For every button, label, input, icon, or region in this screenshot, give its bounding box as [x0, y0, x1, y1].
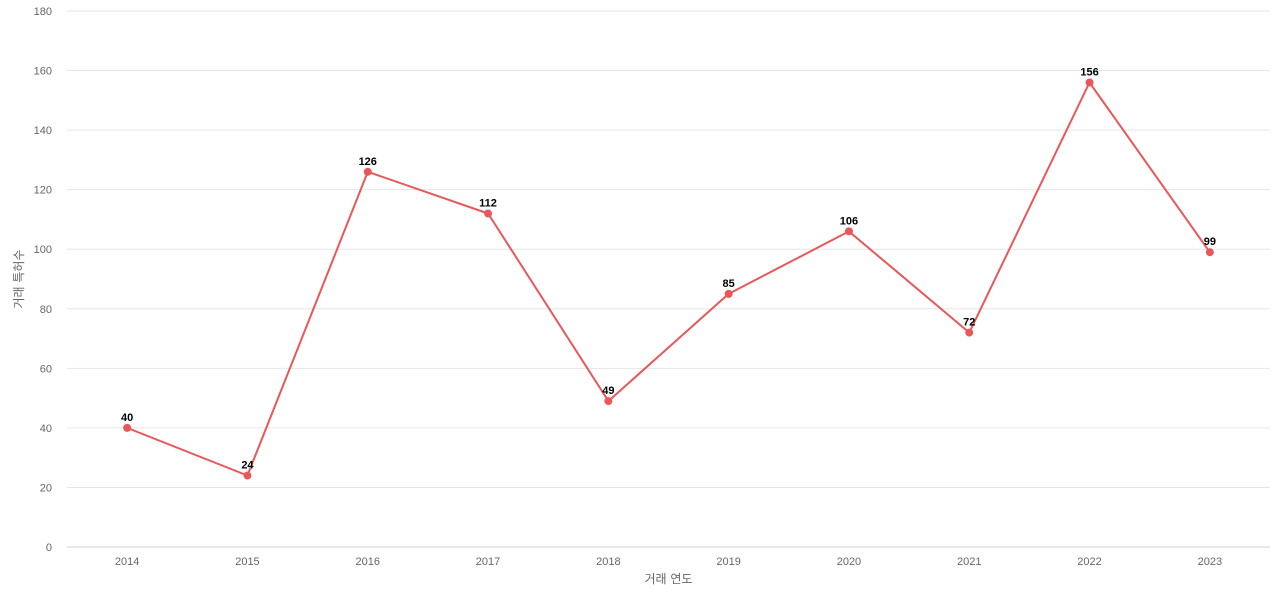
data-label: 85 [723, 278, 735, 290]
x-tick-label: 2018 [596, 556, 620, 568]
series-line [126, 81, 1211, 477]
data-point[interactable] [1085, 78, 1094, 87]
x-tick-label: 2023 [1198, 556, 1222, 568]
y-tick-label: 140 [34, 125, 52, 137]
x-tick-label: 2022 [1077, 556, 1101, 568]
x-tick-label: 2016 [356, 556, 380, 568]
y-tick-label: 160 [34, 66, 52, 78]
y-axis-title: 거래 특허수 [12, 249, 26, 308]
y-tick-label: 40 [40, 423, 52, 435]
series-line-group [123, 78, 1214, 480]
data-label: 72 [963, 317, 975, 329]
x-tick-label: 2020 [837, 556, 861, 568]
data-label: 99 [1204, 236, 1216, 248]
data-point[interactable] [604, 397, 613, 406]
data-point[interactable] [243, 471, 252, 480]
y-tick-label: 80 [40, 304, 52, 316]
data-labels: 40 24 126 112 49 85 106 72 156 99 [121, 66, 1216, 471]
y-tick-label: 100 [34, 244, 52, 256]
x-tick-label: 2019 [716, 556, 740, 568]
data-label: 126 [359, 156, 377, 168]
x-axis-ticks: 2014 2015 2016 2017 2018 2019 2020 2021 2022 2023 [115, 556, 1222, 568]
data-label: 24 [241, 460, 254, 472]
data-label: 40 [121, 412, 133, 424]
y-tick-label: 180 [34, 6, 52, 18]
x-tick-label: 2021 [957, 556, 981, 568]
data-label: 112 [479, 197, 497, 209]
x-axis-title: 거래 연도 [645, 572, 693, 586]
y-tick-label: 60 [40, 363, 52, 375]
x-tick-label: 2017 [476, 556, 500, 568]
data-point[interactable] [484, 209, 493, 218]
data-label: 106 [840, 215, 858, 227]
x-tick-label: 2014 [115, 556, 139, 568]
data-point[interactable] [844, 227, 853, 236]
y-tick-label: 0 [46, 542, 52, 554]
data-point[interactable] [123, 423, 132, 432]
data-point[interactable] [363, 167, 372, 176]
y-tick-label: 120 [34, 185, 52, 197]
data-point[interactable] [965, 328, 974, 337]
data-point[interactable] [724, 289, 733, 298]
data-label: 156 [1080, 66, 1098, 78]
data-label: 49 [602, 385, 614, 397]
x-tick-label: 2015 [235, 556, 259, 568]
data-point[interactable] [1205, 248, 1214, 257]
y-axis-ticks: 0 20 40 60 80 100 120 140 160 180 [34, 6, 52, 554]
gridlines [67, 10, 1270, 548]
y-tick-label: 20 [40, 482, 52, 494]
